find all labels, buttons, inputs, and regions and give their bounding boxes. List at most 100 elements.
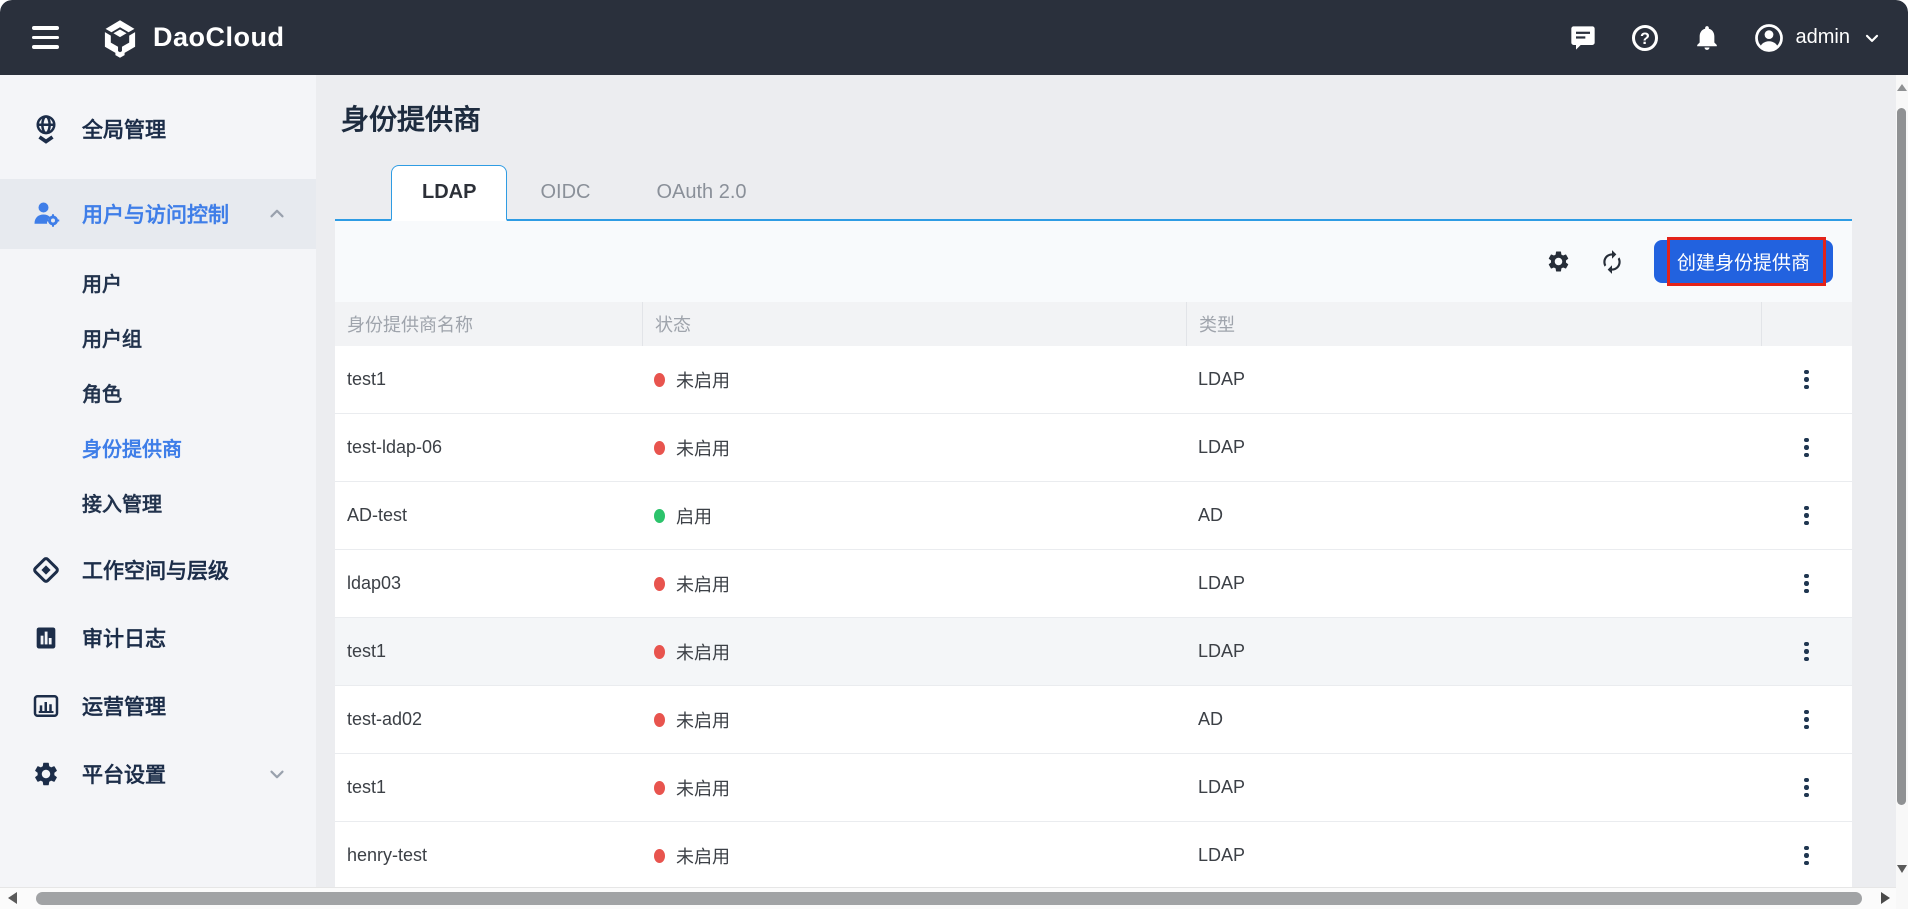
status-label: 未启用 xyxy=(676,574,730,595)
table-row[interactable]: ldap03 未启用 LDAP xyxy=(335,550,1852,618)
table-row[interactable]: test-ldap-06 未启用 LDAP xyxy=(335,414,1852,482)
status-label: 未启用 xyxy=(676,438,730,459)
daocloud-logo-icon xyxy=(99,17,141,59)
sidebar-item-user-groups[interactable]: 用户组 xyxy=(82,329,142,351)
audit-log-icon xyxy=(30,622,62,654)
table-row[interactable]: test1 未启用 LDAP xyxy=(335,754,1852,822)
idp-type-cell: LDAP xyxy=(1198,641,1246,661)
status-label: 未启用 xyxy=(676,642,730,663)
help-icon[interactable]: ? xyxy=(1630,23,1660,53)
create-identity-provider-button[interactable]: 创建身份提供商 xyxy=(1653,240,1833,283)
tab-bar: LDAP OIDC OAuth 2.0 xyxy=(335,139,1852,221)
chevron-up-icon xyxy=(266,203,288,225)
idp-type-cell: AD xyxy=(1198,505,1224,525)
table-row[interactable]: test1 未启用 LDAP xyxy=(335,346,1852,414)
sidebar-item-roles[interactable]: 角色 xyxy=(82,384,122,406)
status-label: 未启用 xyxy=(676,846,730,867)
sidebar-item-platform-settings[interactable]: 平台设置 xyxy=(0,740,316,808)
table-row[interactable]: test-ad02 未启用 AD xyxy=(335,686,1852,754)
avatar-icon xyxy=(1754,23,1784,53)
idp-status-cell: 未启用 xyxy=(642,571,1186,597)
idp-name-cell: test1 xyxy=(347,369,387,389)
brand-name: DaoCloud xyxy=(153,22,285,52)
notifications-bell-icon[interactable] xyxy=(1692,23,1722,53)
row-actions-kebab-icon[interactable] xyxy=(1798,568,1815,600)
sidebar-item-label: 工作空间与层级 xyxy=(82,560,229,583)
sidebar-item-global-management[interactable]: 全局管理 xyxy=(0,95,316,163)
idp-name-cell: henry-test xyxy=(347,845,428,865)
main-content: 身份提供商 LDAP OIDC OAuth 2.0 xyxy=(316,75,1908,909)
row-actions-kebab-icon[interactable] xyxy=(1798,636,1815,668)
idp-status-cell: 未启用 xyxy=(642,843,1186,869)
column-header-name: 身份提供商名称 xyxy=(347,315,473,335)
vertical-scrollbar xyxy=(1896,75,1908,887)
sidebar-item-access-management[interactable]: 接入管理 xyxy=(82,494,162,516)
horizontal-scrollbar-thumb[interactable] xyxy=(36,892,1862,905)
sidebar-submenu: 用户 用户组 角色 身份提供商 接入管理 xyxy=(0,249,316,530)
row-actions-kebab-icon[interactable] xyxy=(1798,364,1815,396)
sidebar-item-label: 运营管理 xyxy=(82,696,166,719)
sidebar-item-workspace-hierarchy[interactable]: 工作空间与层级 xyxy=(0,536,316,604)
sidebar-item-label: 用户与访问控制 xyxy=(82,204,229,227)
status-label: 启用 xyxy=(676,506,712,527)
row-actions-kebab-icon[interactable] xyxy=(1798,772,1815,804)
brand-logo[interactable]: DaoCloud xyxy=(99,17,285,59)
status-dot-icon xyxy=(654,780,665,795)
status-dot-icon xyxy=(654,576,665,591)
sidebar-item-operations-management[interactable]: 运营管理 xyxy=(0,672,316,740)
idp-name-cell: test-ldap-06 xyxy=(347,437,443,457)
idp-status-cell: 未启用 xyxy=(642,435,1186,461)
idp-name-cell: AD-test xyxy=(347,505,408,525)
column-header-type: 类型 xyxy=(1186,302,1761,346)
row-actions-kebab-icon[interactable] xyxy=(1798,840,1815,872)
column-header-status: 状态 xyxy=(642,302,1186,346)
sidebar-item-label: 审计日志 xyxy=(82,628,166,651)
username-label: admin xyxy=(1795,26,1850,48)
table-body: test1 未启用 LDAP test-ldap-06 未启用 LDAP AD-… xyxy=(335,346,1852,890)
sidebar-item-users[interactable]: 用户 xyxy=(82,274,122,296)
identity-provider-panel: 创建身份提供商 身份提供商名称 状态 类型 test1 未启用 LDAP xyxy=(335,221,1852,890)
column-settings-gear-icon[interactable] xyxy=(1546,249,1572,275)
sidebar-item-audit-logs[interactable]: 审计日志 xyxy=(0,604,316,672)
sidebar-item-identity-providers[interactable]: 身份提供商 xyxy=(82,439,182,461)
tab-oauth2[interactable]: OAuth 2.0 xyxy=(656,180,747,203)
tab-oidc[interactable]: OIDC xyxy=(540,180,591,203)
scroll-left-arrow[interactable] xyxy=(8,892,17,904)
row-actions-kebab-icon[interactable] xyxy=(1798,500,1815,532)
idp-name-cell: test1 xyxy=(347,777,387,797)
scroll-up-arrow[interactable] xyxy=(1897,84,1907,91)
row-actions-kebab-icon[interactable] xyxy=(1798,432,1815,464)
feedback-chat-icon[interactable] xyxy=(1568,23,1598,53)
table-row[interactable]: AD-test 启用 AD xyxy=(335,482,1852,550)
scroll-down-arrow[interactable] xyxy=(1897,865,1907,873)
workspace-icon xyxy=(30,554,62,586)
refresh-icon[interactable] xyxy=(1599,249,1625,275)
status-dot-icon xyxy=(654,440,665,455)
idp-name-cell: ldap03 xyxy=(347,573,402,593)
tab-ldap[interactable]: LDAP xyxy=(391,165,508,221)
table-row[interactable]: test1 未启用 LDAP xyxy=(335,618,1852,686)
status-label: 未启用 xyxy=(676,778,730,799)
svg-text:?: ? xyxy=(1640,29,1650,47)
status-dot-icon xyxy=(654,848,665,863)
sidebar-item-user-access-control[interactable]: 用户与访问控制 xyxy=(0,179,316,249)
scrollbar-corner xyxy=(1896,887,1908,909)
status-dot-icon xyxy=(654,372,665,387)
vertical-scrollbar-thumb[interactable] xyxy=(1897,108,1906,805)
menu-toggle-button[interactable] xyxy=(26,20,65,55)
user-menu[interactable]: admin xyxy=(1754,23,1882,53)
table-row[interactable]: henry-test 未启用 LDAP xyxy=(335,822,1852,890)
idp-name-cell: test-ad02 xyxy=(347,709,423,729)
chevron-down-icon xyxy=(1862,28,1882,48)
sidebar-item-label: 平台设置 xyxy=(82,764,166,787)
topbar: DaoCloud ? xyxy=(0,0,1908,75)
idp-type-cell: LDAP xyxy=(1198,573,1246,593)
status-label: 未启用 xyxy=(676,370,730,391)
idp-status-cell: 未启用 xyxy=(642,775,1186,801)
row-actions-kebab-icon[interactable] xyxy=(1798,704,1815,736)
table-header: 身份提供商名称 状态 类型 xyxy=(335,302,1852,346)
settings-gear-icon xyxy=(30,758,62,790)
idp-name-cell: test1 xyxy=(347,641,387,661)
scroll-right-arrow[interactable] xyxy=(1881,892,1890,904)
